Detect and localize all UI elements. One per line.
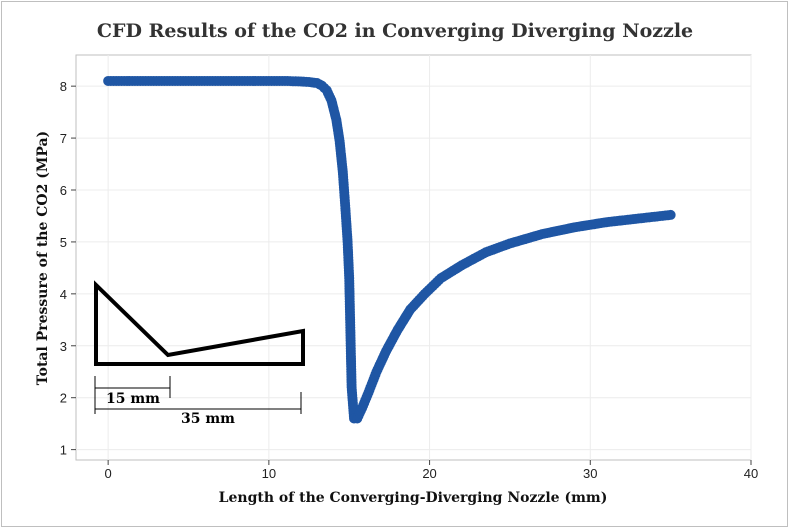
y-tick-label: 3 bbox=[60, 339, 67, 354]
chart-title: CFD Results of the CO2 in Converging Div… bbox=[97, 20, 693, 42]
axis-ticks: 0 10 20 30 40 1 2 3 4 5 6 7 8 bbox=[60, 79, 758, 481]
x-tick-label: 30 bbox=[583, 466, 597, 481]
nozzle-inset: 15 mm 35 mm bbox=[94, 280, 305, 427]
x-tick-label: 10 bbox=[262, 466, 276, 481]
y-tick-label: 7 bbox=[60, 131, 67, 146]
nozzle-outline bbox=[94, 280, 305, 366]
y-tick-label: 4 bbox=[60, 287, 67, 302]
y-axis-label: Total Pressure of the CO2 (MPa) bbox=[35, 131, 51, 385]
y-tick-label: 2 bbox=[60, 391, 67, 406]
dim-short-label: 15 mm bbox=[106, 391, 160, 407]
y-tick-label: 1 bbox=[60, 443, 67, 458]
data-point bbox=[665, 209, 676, 220]
y-tick-label: 6 bbox=[60, 183, 67, 198]
x-axis-label: Length of the Converging-Diverging Nozzl… bbox=[219, 490, 608, 506]
grid bbox=[76, 55, 752, 460]
dim-long-label: 35 mm bbox=[181, 411, 235, 427]
x-tick-label: 0 bbox=[105, 466, 112, 481]
y-tick-label: 5 bbox=[60, 235, 67, 250]
y-tick-label: 8 bbox=[60, 79, 67, 94]
x-tick-label: 20 bbox=[422, 466, 436, 481]
data-series bbox=[103, 75, 676, 424]
x-tick-label: 40 bbox=[744, 466, 758, 481]
plot-area bbox=[75, 54, 752, 461]
